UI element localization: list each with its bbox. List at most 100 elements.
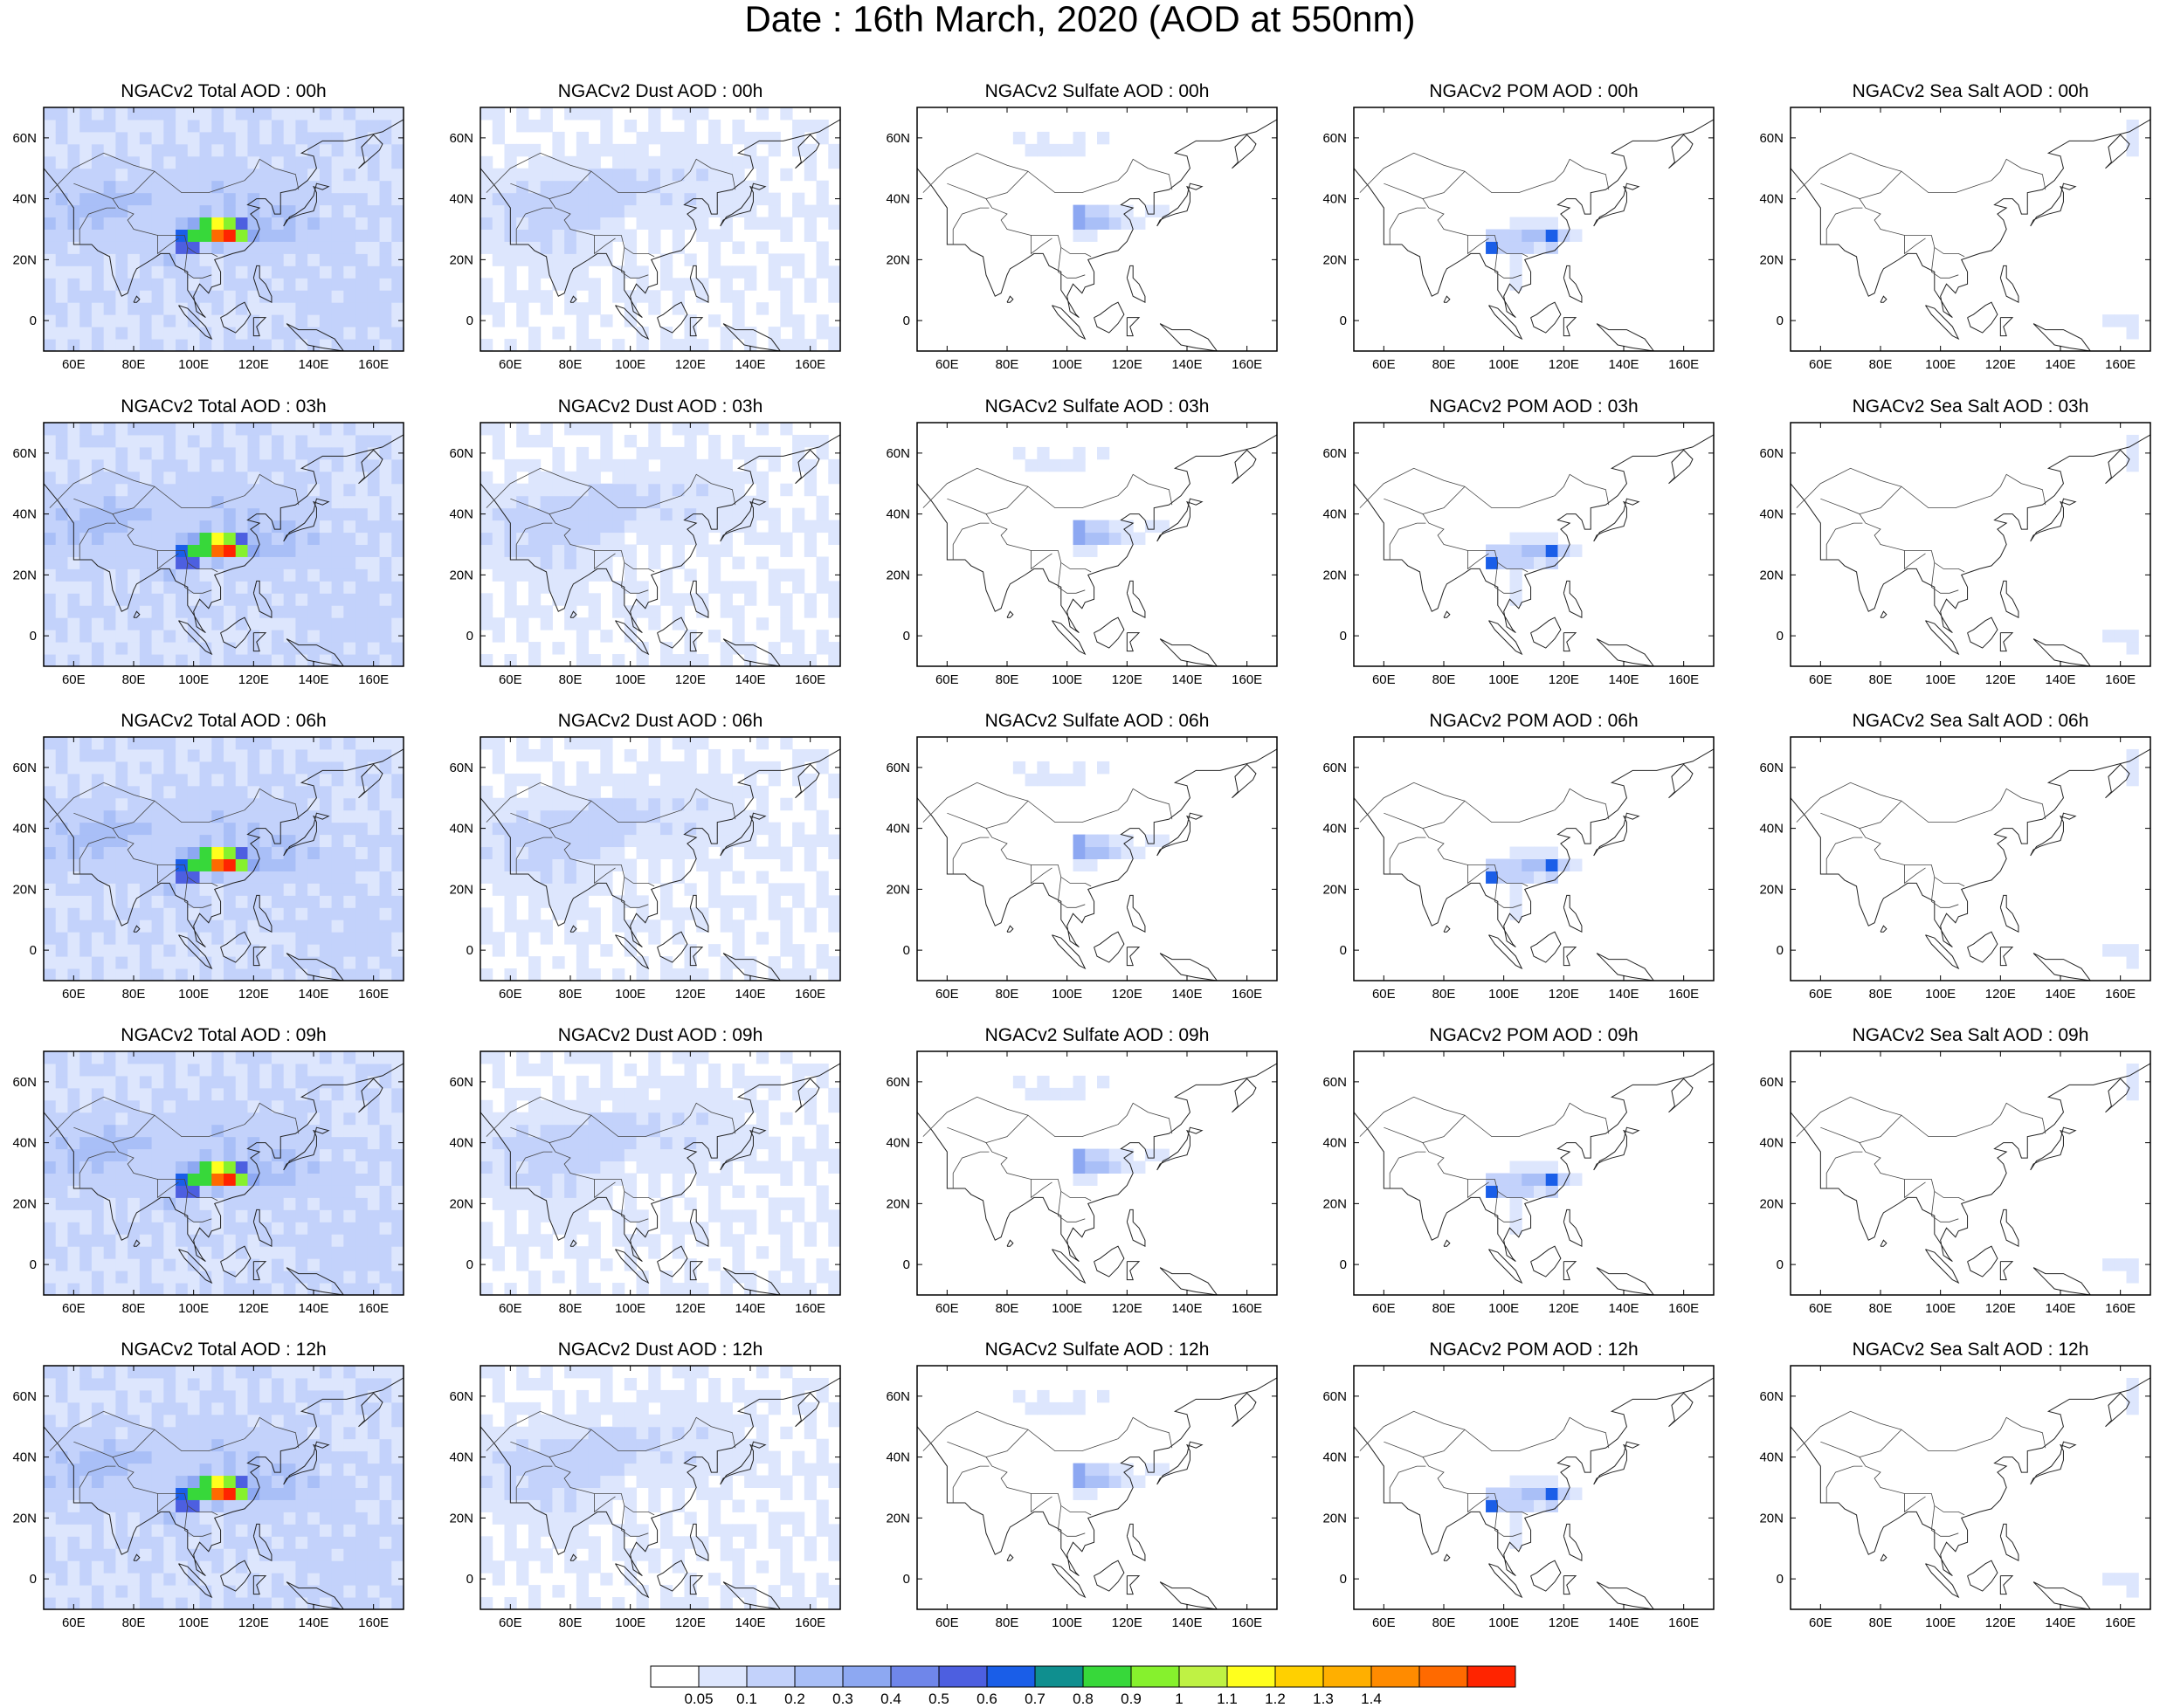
aod-cell: [684, 1087, 697, 1101]
aod-cell: [528, 858, 542, 871]
aod-cell: [187, 654, 201, 666]
aod-cell: [780, 932, 793, 945]
aod-cell: [636, 278, 649, 291]
aod-cell: [600, 180, 613, 194]
aod-cell: [224, 822, 237, 836]
aod-cell: [91, 327, 105, 340]
border-path: [1359, 152, 1466, 193]
aod-cell: [648, 605, 661, 618]
aod-cell: [259, 1112, 273, 1126]
aod-cell: [379, 143, 392, 157]
aod-cell: [211, 822, 224, 836]
aod-cell: [504, 1087, 517, 1101]
aod-cell: [199, 968, 212, 981]
coastline-path: [2032, 638, 2091, 666]
aod-cell: [648, 809, 661, 823]
lat-tick-label: 60N: [449, 446, 473, 461]
coastline-path: [1232, 763, 1257, 799]
aod-cell: [612, 581, 625, 594]
aod-cell: [576, 846, 590, 859]
aod-cell: [768, 1136, 781, 1150]
aod-cell: [128, 1271, 141, 1284]
aod-cell: [660, 1148, 673, 1162]
aod-cell: [176, 748, 189, 762]
aod-cell: [67, 1246, 80, 1259]
aod-cell: [379, 314, 392, 327]
aod-cell: [187, 748, 201, 762]
aod-field: [2102, 434, 2139, 655]
aod-cell: [271, 180, 285, 194]
aod-cell: [391, 932, 404, 945]
aod-cell: [576, 797, 590, 811]
aod-cell: [343, 1185, 356, 1198]
aod-cell: [343, 423, 356, 436]
aod-cell: [343, 605, 356, 618]
aod-cell: [624, 858, 638, 871]
border-path: [947, 183, 1092, 258]
aod-cell: [247, 107, 260, 121]
aod-cell: [792, 119, 805, 133]
aod-cell: [67, 956, 80, 969]
aod-cell: [564, 1148, 577, 1162]
coastline-path: [252, 894, 273, 933]
aod-cell: [552, 593, 565, 606]
aod-cell: [367, 617, 381, 630]
aod-cell: [612, 180, 625, 194]
aod-cell: [224, 471, 237, 485]
aod-cell: [176, 581, 189, 594]
aod-cell: [648, 290, 661, 303]
aod-cell: [103, 654, 116, 666]
aod-cell: [319, 956, 333, 969]
aod-cell: [319, 846, 333, 859]
aod-cell: [163, 1209, 176, 1222]
aod-cell: [211, 846, 224, 859]
aod-cell: [576, 1112, 590, 1126]
border-path: [79, 837, 116, 874]
aod-cell: [576, 143, 590, 157]
aod-cell: [576, 217, 590, 230]
aod-cell: [804, 204, 818, 218]
aod-cell: [588, 520, 601, 534]
aod-cell: [128, 1160, 141, 1174]
aod-cell: [115, 544, 128, 557]
aod-cell: [367, 495, 381, 509]
aod-cell: [128, 155, 141, 169]
aod-cell: [199, 581, 212, 594]
coastline-path: [795, 763, 820, 799]
aod-cell: [55, 241, 68, 254]
aod-cell: [588, 1246, 601, 1259]
aod-cell: [151, 1283, 164, 1295]
aod-cell: [211, 168, 224, 182]
border-path: [79, 207, 116, 244]
aod-cell: [780, 1051, 793, 1064]
aod-cell: [576, 858, 590, 871]
aod-cell: [1121, 532, 1134, 545]
aod-cell: [516, 143, 529, 157]
lon-tick-label: 160E: [358, 672, 389, 687]
aod-cell: [224, 883, 237, 896]
aod-cell: [235, 944, 248, 957]
aod-cell: [283, 737, 296, 750]
aod-cell: [139, 495, 153, 509]
coastline-path: [252, 1209, 273, 1248]
coastline: [1354, 748, 1714, 981]
aod-cell: [199, 605, 212, 618]
aod-cell: [720, 797, 733, 811]
coastline-path: [1791, 434, 2150, 634]
aod-cell: [235, 483, 248, 497]
aod-cell: [163, 919, 176, 933]
aod-cell: [139, 883, 153, 896]
aod-cell: [211, 1075, 224, 1089]
aod-cell: [1486, 241, 1499, 254]
aod-cell: [331, 119, 344, 133]
aod-cell: [744, 446, 757, 460]
aod-cell: [2102, 944, 2115, 957]
lon-tick-label: 60E: [62, 987, 86, 1002]
aod-cell: [163, 327, 176, 340]
aod-cell: [684, 495, 697, 509]
border-path: [49, 152, 155, 193]
aod-cell: [1108, 846, 1121, 859]
coastline-path: [1967, 616, 1998, 649]
lon-tick-label: 140E: [735, 672, 765, 687]
aod-cell: [163, 568, 176, 582]
